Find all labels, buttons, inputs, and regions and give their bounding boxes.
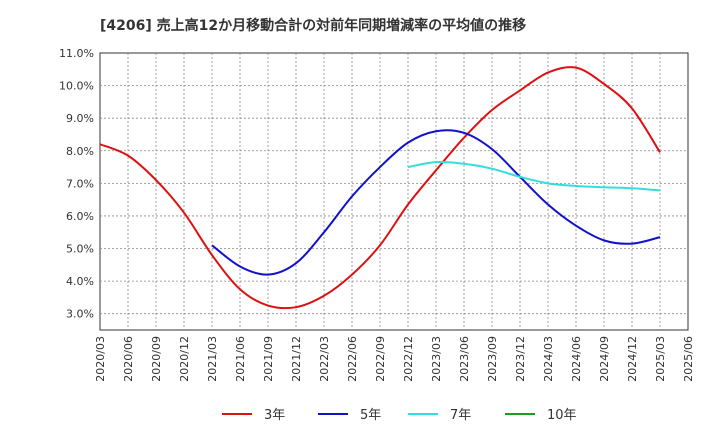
- x-tick-label: 2024/03: [542, 336, 555, 382]
- legend-item-4: 10年: [505, 408, 577, 423]
- x-tick-label: 2020/06: [122, 336, 135, 382]
- x-tick-label: 2023/03: [430, 336, 443, 382]
- x-tick-label: 2025/03: [654, 336, 667, 382]
- plot-area: [99, 52, 689, 331]
- y-tick-label: 9.0%: [66, 112, 94, 125]
- legend: 3年 5年 7年 10年: [222, 408, 577, 423]
- x-tick-label: 2020/09: [150, 336, 163, 382]
- y-tick-label: 8.0%: [66, 145, 94, 158]
- x-axis: 2020/03 2020/06 2020/09 2020/12 2021/03 2021/…: [94, 336, 695, 382]
- legend-label: 5年: [360, 408, 381, 423]
- x-tick-label: 2023/06: [458, 336, 471, 382]
- x-tick-label: 2021/12: [290, 336, 303, 382]
- x-tick-label: 2022/06: [346, 336, 359, 382]
- legend-item-1: 3年: [222, 408, 285, 423]
- legend-label: 3年: [264, 408, 285, 423]
- legend-label: 7年: [450, 408, 471, 423]
- legend-label: 10年: [547, 408, 577, 423]
- x-tick-label: 2021/09: [262, 336, 275, 382]
- x-tick-label: 2022/09: [374, 336, 387, 382]
- series-line-3: [407, 161, 661, 192]
- x-tick-label: 2020/03: [94, 336, 107, 382]
- y-tick-label: 7.0%: [66, 177, 94, 190]
- y-tick-label: 10.0%: [59, 80, 94, 93]
- x-tick-label: 2024/06: [570, 336, 583, 382]
- y-tick-label: 6.0%: [66, 210, 94, 223]
- legend-item-3: 7年: [408, 408, 471, 423]
- x-tick-label: 2021/06: [234, 336, 247, 382]
- x-tick-label: 2020/12: [178, 336, 191, 382]
- x-tick-label: 2023/12: [514, 336, 527, 382]
- series-lines: [99, 66, 661, 310]
- x-tick-label: 2024/09: [598, 336, 611, 382]
- x-tick-label: 2025/06: [682, 336, 695, 382]
- x-tick-label: 2022/12: [402, 336, 415, 382]
- grid: [100, 53, 688, 330]
- series-line-2: [211, 129, 661, 276]
- y-tick-label: 4.0%: [66, 275, 94, 288]
- legend-item-2: 5年: [318, 408, 381, 423]
- x-tick-label: 2021/03: [206, 336, 219, 382]
- y-tick-label: 5.0%: [66, 243, 94, 256]
- x-tick-label: 2023/09: [486, 336, 499, 382]
- y-axis: 3.0% 4.0% 5.0% 6.0% 7.0% 8.0% 9.0% 10.0% 11.0%: [59, 47, 94, 321]
- y-tick-label: 11.0%: [59, 47, 94, 60]
- y-tick-label: 3.0%: [66, 308, 94, 321]
- x-tick-label: 2024/12: [626, 336, 639, 382]
- x-tick-label: 2022/03: [318, 336, 331, 382]
- series-line-1: [99, 66, 661, 310]
- chart-title: [4206] 売上高12か月移動合計の対前年同期増減率の平均値の推移: [100, 17, 526, 34]
